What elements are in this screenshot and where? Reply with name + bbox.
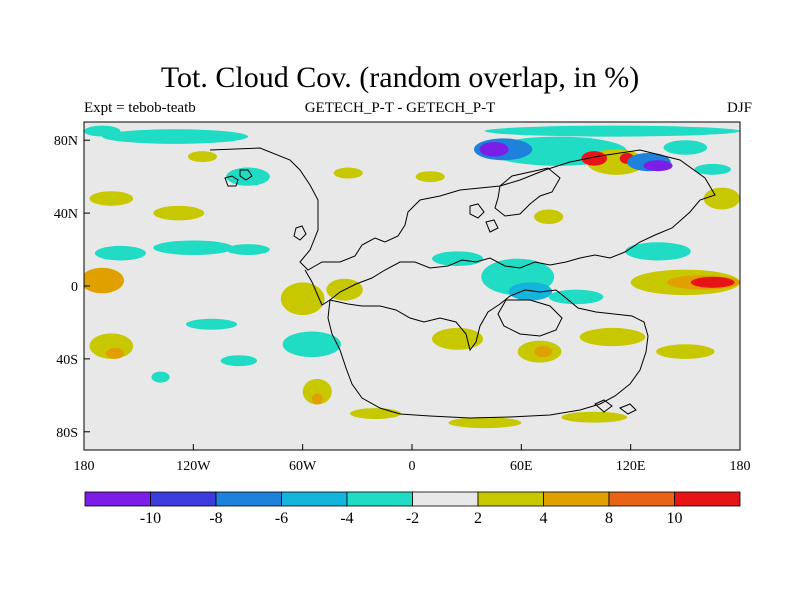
anomaly-region: [280, 282, 325, 316]
anomaly-region: [151, 371, 170, 383]
lon-tick-label: 120E: [616, 459, 646, 474]
coastline-northern-bay: [494, 167, 561, 217]
lon-tick-label: 180: [730, 459, 751, 474]
colorbar-swatch: [674, 491, 741, 507]
coastline-island: [224, 175, 239, 187]
anomaly-region: [448, 417, 522, 429]
anomaly-region: [663, 140, 708, 155]
map-background: [84, 122, 740, 450]
colorbar-label: -6: [274, 510, 289, 527]
anomaly-region: [579, 327, 646, 347]
colorbar-swatch: [215, 491, 282, 507]
colorbar-swatch: [281, 491, 348, 507]
coastline-southern-continent: [327, 289, 649, 419]
colorbar-swatch: [412, 491, 479, 507]
coastline-island: [594, 399, 613, 413]
lon-tick-label: 60E: [510, 459, 533, 474]
anomaly-region: [625, 242, 691, 261]
coastline-island: [293, 225, 307, 241]
lat-tick-label: 80N: [54, 134, 78, 149]
coastline-island: [485, 219, 499, 233]
anomaly-region: [350, 408, 402, 420]
colorbar-label: 4: [539, 510, 548, 527]
colorbar-label: -4: [340, 510, 354, 527]
colorbar-label: 8: [605, 510, 613, 527]
anomaly-region: [220, 355, 258, 367]
anomaly-region: [105, 347, 125, 359]
anomaly-region: [187, 151, 218, 163]
anomaly-region: [656, 344, 715, 359]
colorbar-swatch: [84, 491, 151, 507]
lat-tick-label: 0: [71, 280, 78, 295]
anomaly-region: [311, 393, 323, 405]
anomaly-region: [333, 167, 363, 179]
colorbar-label: 10: [666, 510, 683, 527]
anomaly-region: [581, 151, 607, 166]
colorbar-swatch: [608, 491, 675, 507]
anomaly-region: [153, 240, 234, 256]
coastline-north-america-eurasia: [209, 147, 716, 306]
anomaly-region: [102, 129, 248, 144]
coastline-southern-sea: [497, 299, 563, 337]
lat-tick-label: 40N: [54, 207, 78, 222]
anomaly-region: [432, 327, 484, 350]
anomaly-layer: [84, 125, 740, 429]
coastline-island: [469, 203, 485, 219]
lon-tick-label: 180: [74, 459, 95, 474]
anomaly-region: [534, 209, 564, 225]
anomaly-region: [479, 142, 509, 157]
lon-axis: 180 120W 60W 0 60E 120E 180: [74, 444, 751, 474]
anomaly-region: [561, 411, 628, 423]
anomaly-region: [84, 267, 125, 294]
anomaly-region: [153, 205, 205, 221]
colorbar-swatch: [346, 491, 413, 507]
coastline-island: [618, 403, 637, 415]
colorbar: [84, 491, 741, 507]
anomaly-region: [694, 163, 731, 175]
anomaly-region: [703, 187, 740, 210]
anomaly-region: [84, 125, 121, 137]
anomaly-region: [548, 289, 604, 305]
coastline-layer: [209, 147, 716, 419]
anomaly-region: [432, 251, 484, 266]
lat-axis: 80N 40N 0 40S 80S: [54, 134, 90, 441]
colorbar-swatch: [477, 491, 544, 507]
experiment-label: Expt = tebob-teatb: [84, 100, 196, 116]
experiment-subtitle: GETECH_P-T - GETECH_P-T: [304, 100, 496, 116]
lat-tick-label: 40S: [56, 353, 78, 368]
lon-tick-label: 0: [409, 459, 416, 474]
anomaly-region: [643, 160, 673, 172]
anomaly-region: [484, 125, 740, 137]
anomaly-region: [186, 318, 238, 330]
colorbar-swatch: [543, 491, 610, 507]
anomaly-region: [282, 331, 341, 358]
colorbar-label: -10: [139, 510, 162, 527]
anomaly-region: [508, 282, 553, 301]
lat-tick-label: 80S: [56, 426, 78, 441]
coastline-island: [239, 169, 253, 181]
colorbar-label: -2: [405, 510, 420, 527]
anomaly-region: [94, 245, 146, 261]
anomaly-region: [89, 191, 134, 206]
colorbar-label: -8: [209, 510, 223, 527]
colorbar-label: 2: [474, 510, 482, 527]
lon-tick-label: 60W: [289, 459, 317, 474]
anomaly-region: [302, 378, 332, 405]
anomaly-region: [534, 346, 553, 358]
anomaly-region: [690, 276, 735, 288]
anomaly-region: [415, 171, 445, 183]
colorbar-swatch: [150, 491, 217, 507]
map-title: Tot. Cloud Cov. (random overlap, in %): [160, 61, 640, 94]
season-label: DJF: [726, 100, 752, 116]
anomaly-region: [226, 244, 270, 256]
lon-tick-label: 120W: [176, 459, 211, 474]
